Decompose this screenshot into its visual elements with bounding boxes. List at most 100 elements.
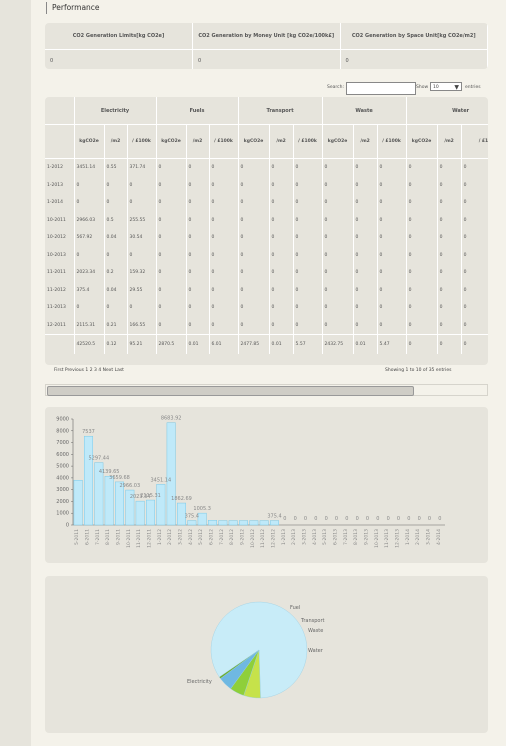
table-cell: 0 — [353, 317, 377, 335]
col-header-kgco2e[interactable]: kgCO2e — [74, 125, 104, 159]
y-tick-label: 4000 — [56, 475, 69, 481]
group-header-fuels[interactable]: Fuels — [156, 97, 238, 125]
table-cell: 0.2 — [104, 264, 127, 282]
pager-page[interactable]: 1 — [85, 368, 88, 373]
table-cell: 0 — [293, 159, 322, 177]
table-cell: 0 — [269, 194, 293, 212]
table-cell: 0 — [269, 177, 293, 195]
limits-value: 0 — [193, 50, 341, 70]
table-cell: 0 — [269, 229, 293, 247]
table-cell: 0 — [127, 194, 156, 212]
table-cell: 0 — [461, 194, 488, 212]
col-header-kgco2e[interactable]: kgCO2e — [238, 125, 269, 159]
table-cell: 0 — [238, 247, 269, 265]
col-header-kgco2e[interactable]: kgCO2e — [322, 125, 353, 159]
bar — [188, 521, 196, 525]
data-label: 0 — [397, 516, 400, 522]
x-tick-label: 3-2013 — [302, 529, 308, 545]
table-cell: 0 — [209, 247, 238, 265]
data-label: 0 — [294, 516, 297, 522]
bar — [219, 521, 227, 525]
bar — [146, 500, 154, 525]
x-tick-label: 10-2011 — [126, 529, 132, 548]
table-cell: 0 — [238, 159, 269, 177]
table-cell: 0 — [209, 317, 238, 335]
horizontal-scrollbar[interactable] — [45, 384, 488, 396]
pager-previous[interactable]: Previous — [65, 368, 84, 373]
col-header-kgco2e[interactable]: kgCO2e — [406, 125, 437, 159]
table-cell: 375.4 — [74, 282, 104, 300]
x-tick-label: 1-2012 — [157, 529, 163, 545]
table-cell: 0 — [377, 177, 406, 195]
table-cell: 0 — [293, 299, 322, 317]
col-header-per-100k[interactable]: / £100k — [377, 125, 406, 159]
y-tick-label: 0 — [66, 523, 69, 529]
table-cell: 0 — [209, 264, 238, 282]
search-input[interactable] — [346, 82, 416, 95]
table-cell: 0 — [322, 282, 353, 300]
date-header[interactable] — [45, 125, 74, 159]
data-label: 375.4 — [185, 514, 199, 520]
pager-page[interactable]: 2 — [90, 368, 93, 373]
total-cell: 2432.75 — [322, 335, 353, 355]
col-header-per-100k[interactable]: / £100k — [461, 125, 488, 159]
table-cell: 0 — [74, 194, 104, 212]
x-tick-label: 3-2012 — [178, 529, 184, 545]
pager-first[interactable]: First — [54, 368, 63, 373]
col-header-per-m2[interactable]: /m2 — [104, 125, 127, 159]
table-cell: 0 — [406, 264, 437, 282]
table-cell: 0 — [186, 299, 209, 317]
table-row: 1-2013 0 0 0 0 0 0 0 0 0 0 0 0 0 0 0 — [45, 177, 488, 195]
pager-page[interactable]: 4 — [98, 368, 101, 373]
data-label: 0 — [407, 516, 410, 522]
group-header-waste[interactable]: Waste — [322, 97, 406, 125]
y-tick-label: 7000 — [56, 440, 69, 446]
data-label: 7537 — [82, 429, 95, 435]
pager-page[interactable]: 3 — [94, 368, 97, 373]
total-cell: 0 — [437, 335, 461, 355]
data-label: 0 — [366, 516, 369, 522]
x-tick-label: 11-2013 — [384, 529, 390, 548]
table-cell: 0 — [104, 247, 127, 265]
table-cell: 255.55 — [127, 212, 156, 230]
table-cell: 0 — [186, 159, 209, 177]
col-header-per-m2[interactable]: /m2 — [353, 125, 377, 159]
col-header-kgco2e[interactable]: kgCO2e — [156, 125, 186, 159]
table-cell: 0 — [322, 212, 353, 230]
col-header-per-100k[interactable]: / £100k — [209, 125, 238, 159]
pager-last[interactable]: Last — [115, 368, 124, 373]
data-label: 3451.14 — [150, 477, 171, 483]
limits-header: CO2 Generation by Space Unit[kg CO2e/m2] — [340, 23, 488, 50]
scrollbar-thumb[interactable] — [47, 386, 414, 396]
x-tick-label: 1-2013 — [281, 529, 287, 545]
bar — [270, 521, 278, 525]
group-header-transport[interactable]: Transport — [238, 97, 322, 125]
pager-next[interactable]: Next — [103, 368, 113, 373]
group-header-water[interactable]: Water — [406, 97, 488, 125]
table-cell: 159.32 — [127, 264, 156, 282]
table-cell: 0.04 — [104, 229, 127, 247]
table-cell: 166.55 — [127, 317, 156, 335]
col-header-per-100k[interactable]: / £100k — [293, 125, 322, 159]
data-label: 0 — [325, 516, 328, 522]
table-cell: 0 — [322, 194, 353, 212]
pie-label: Fuel — [290, 605, 300, 611]
col-header-per-m2[interactable]: /m2 — [269, 125, 293, 159]
col-header-per-m2[interactable]: /m2 — [186, 125, 209, 159]
table-cell: 0 — [322, 159, 353, 177]
col-header-per-100k[interactable]: / £100k — [127, 125, 156, 159]
row-date-cell: 11-2011 — [45, 264, 74, 282]
group-header-electricity[interactable]: Electricity — [74, 97, 156, 125]
bar — [250, 521, 258, 525]
table-cell: 0 — [156, 177, 186, 195]
x-tick-label: 2-2012 — [167, 529, 173, 545]
col-header-per-m2[interactable]: /m2 — [437, 125, 461, 159]
x-tick-label: 8-2013 — [353, 529, 359, 545]
show-label: Show — [416, 82, 428, 94]
table-cell: 0.55 — [104, 159, 127, 177]
x-tick-label: 10-2013 — [374, 529, 380, 548]
table-cell: 0 — [406, 282, 437, 300]
total-cell — [45, 335, 74, 355]
entries-select[interactable]: 10 ▼ — [430, 82, 462, 91]
table-cell: 0 — [406, 317, 437, 335]
